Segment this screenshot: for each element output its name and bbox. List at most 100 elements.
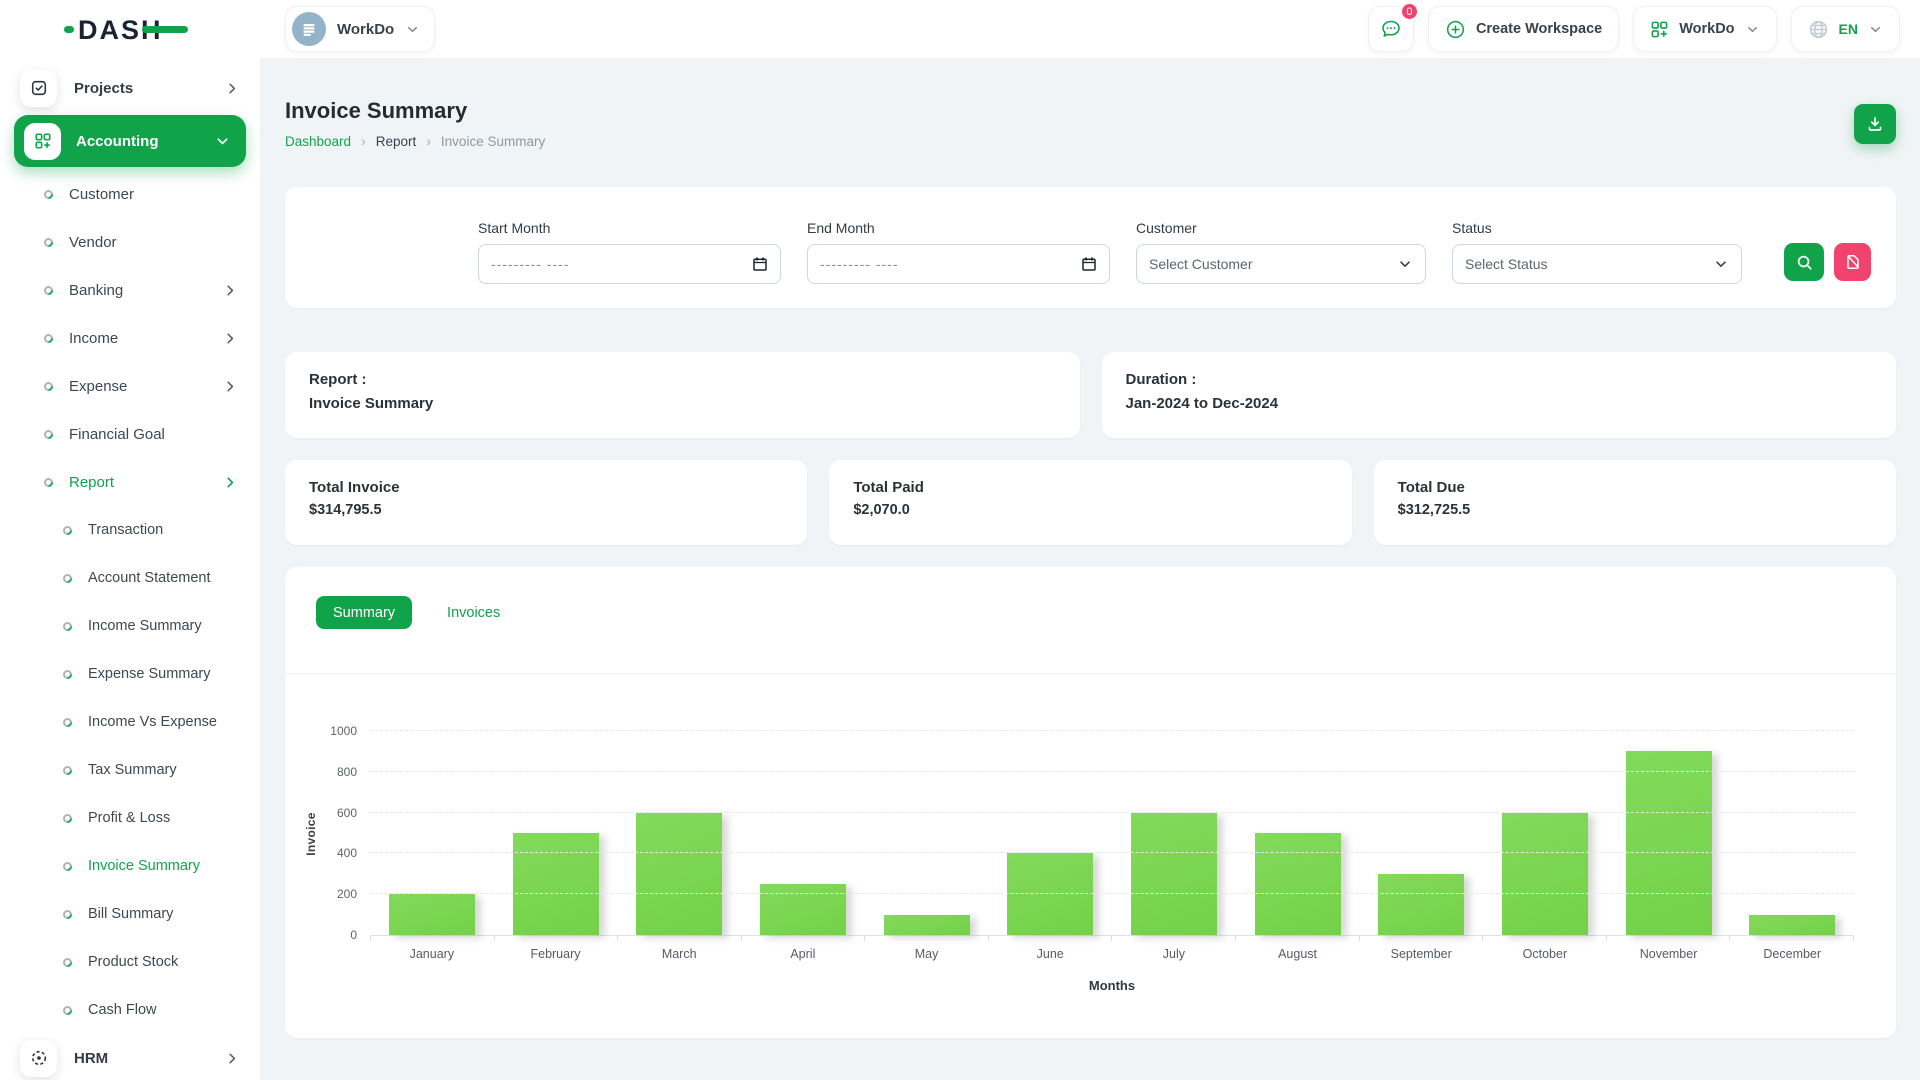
bar-august [1255, 833, 1341, 935]
bar-december [1749, 915, 1835, 935]
start-month-input[interactable]: --------- ---- [478, 244, 781, 284]
status-label: Status [1452, 220, 1742, 236]
x-axis-label-july: July [1112, 947, 1236, 961]
tab-invoices[interactable]: Invoices [430, 596, 517, 629]
sidebar-item-product-stock[interactable]: Product Stock [0, 938, 260, 986]
sidebar-item-label: Projects [74, 80, 133, 97]
chevron-down-icon [1868, 22, 1883, 37]
end-month-label: End Month [807, 220, 1110, 236]
sidebar-item-label: Income [69, 330, 118, 347]
calendar-icon[interactable] [752, 256, 768, 272]
sidebar-item-label: Account Statement [88, 570, 211, 586]
sidebar-item-report[interactable]: Report [0, 458, 260, 506]
sidebar-item-transaction[interactable]: Transaction [0, 506, 260, 554]
sidebar-item-label: Vendor [69, 234, 117, 251]
workspace-selector[interactable]: WorkDo [285, 6, 435, 52]
x-axis-tick [495, 936, 619, 941]
sidebar-item-bill-summary[interactable]: Bill Summary [0, 890, 260, 938]
gridline [370, 893, 1854, 894]
sidebar-item-accounting[interactable]: Accounting [14, 115, 246, 167]
sidebar-item-customer[interactable]: Customer [0, 170, 260, 218]
chevron-down-icon [1745, 22, 1760, 37]
bullet-ring-icon [61, 572, 74, 585]
create-workspace-button[interactable]: Create Workspace [1428, 6, 1619, 52]
sidebar-item-label: Product Stock [88, 954, 178, 970]
y-axis-tick: 200 [337, 887, 357, 901]
chevron-right-icon [225, 81, 240, 96]
bar-april [760, 884, 846, 935]
sidebar-item-vendor[interactable]: Vendor [0, 218, 260, 266]
breadcrumb-current: Invoice Summary [441, 134, 545, 149]
search-icon [1796, 254, 1813, 271]
sidebar-item-expense-summary[interactable]: Expense Summary [0, 650, 260, 698]
start-month-label: Start Month [478, 220, 781, 236]
y-axis-title: Invoice [304, 812, 318, 855]
sidebar-item-cash-flow[interactable]: Cash Flow [0, 986, 260, 1034]
download-report-button[interactable] [1854, 104, 1896, 144]
bar-january [389, 894, 475, 935]
x-axis-tick [742, 936, 866, 941]
customer-select[interactable]: Select Customer [1136, 244, 1426, 284]
sidebar-item-label: Profit & Loss [88, 810, 170, 826]
report-info-card: Report : Invoice Summary [285, 352, 1080, 438]
sidebar-item-profit-loss[interactable]: Profit & Loss [0, 794, 260, 842]
bar-march [636, 813, 722, 935]
clear-file-icon [1845, 254, 1861, 270]
sidebar-item-label: Expense Summary [88, 666, 211, 682]
sidebar-item-income-summary[interactable]: Income Summary [0, 602, 260, 650]
language-selector[interactable]: EN [1791, 6, 1900, 52]
sidebar-item-projects[interactable]: Projects [0, 64, 260, 112]
total-paid-value: $2,070.0 [853, 502, 1327, 518]
invoice-bar-chart: Invoice 02004006008001000 JanuaryFebruar… [285, 732, 1896, 993]
chevron-right-icon [223, 331, 238, 346]
messages-button[interactable]: 0 [1368, 6, 1414, 52]
end-month-input[interactable]: --------- ---- [807, 244, 1110, 284]
report-tabs: Summary Invoices [285, 567, 1896, 629]
sidebar-item-invoice-summary[interactable]: Invoice Summary [0, 842, 260, 890]
chevron-right-icon [223, 379, 238, 394]
total-due-card: Total Due $312,725.5 [1374, 460, 1896, 545]
bullet-ring-icon [61, 908, 74, 921]
y-axis-tick: 0 [350, 928, 357, 942]
sidebar-item-financial-goal[interactable]: Financial Goal [0, 410, 260, 458]
bar-october [1502, 813, 1588, 935]
x-axis-label-january: January [370, 947, 494, 961]
sidebar-item-expense[interactable]: Expense [0, 362, 260, 410]
status-select[interactable]: Select Status [1452, 244, 1742, 284]
x-axis-tick [370, 936, 495, 941]
breadcrumb-separator: › [361, 133, 366, 149]
checkbox-icon [20, 70, 57, 107]
sidebar-item-hrm[interactable]: HRM [0, 1034, 260, 1080]
total-paid-card: Total Paid $2,070.0 [829, 460, 1351, 545]
reset-filter-button[interactable] [1834, 243, 1871, 281]
gridline [370, 730, 1854, 731]
tab-summary[interactable]: Summary [316, 596, 412, 629]
sidebar-item-income-vs-expense[interactable]: Income Vs Expense [0, 698, 260, 746]
total-paid-label: Total Paid [853, 479, 1327, 496]
apply-filter-button[interactable] [1784, 243, 1824, 281]
workspace-menu-button[interactable]: WorkDo [1633, 6, 1776, 52]
bar-column-june [988, 732, 1112, 935]
x-axis-tick [1730, 936, 1854, 941]
x-axis-label-may: May [865, 947, 989, 961]
main-content: Invoice Summary Dashboard › Report › Inv… [260, 58, 1920, 1080]
calendar-icon[interactable] [1081, 256, 1097, 272]
breadcrumb-dashboard-link[interactable]: Dashboard [285, 134, 351, 149]
bullet-ring-icon [61, 1004, 74, 1017]
bullet-ring-icon [42, 476, 55, 489]
sidebar-item-banking[interactable]: Banking [0, 266, 260, 314]
sidebar-item-tax-summary[interactable]: Tax Summary [0, 746, 260, 794]
gridline [370, 852, 1854, 853]
duration-label: Duration : [1126, 371, 1873, 388]
chevron-down-icon [1713, 256, 1729, 272]
report-label: Report : [309, 371, 1056, 388]
x-axis-label-june: June [988, 947, 1112, 961]
bullet-ring-icon [61, 524, 74, 537]
breadcrumb-separator: › [426, 133, 431, 149]
divider [285, 673, 1896, 674]
sidebar-item-income[interactable]: Income [0, 314, 260, 362]
chevron-right-icon [225, 1051, 240, 1066]
app-logo: DASH [64, 13, 214, 50]
sidebar-item-account-statement[interactable]: Account Statement [0, 554, 260, 602]
bar-column-april [741, 732, 865, 935]
